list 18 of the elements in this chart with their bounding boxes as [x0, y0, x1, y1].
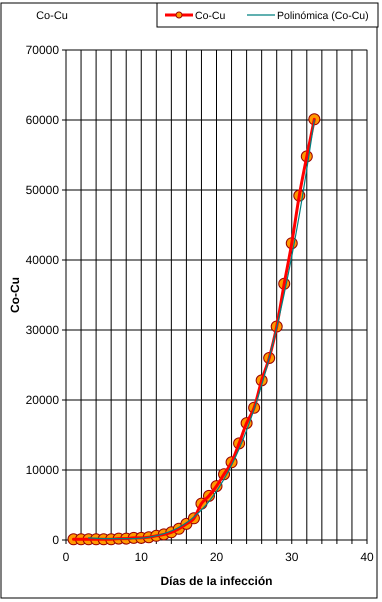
- y-tick-label: 50000: [26, 183, 60, 197]
- y-tick-label: 10000: [26, 463, 60, 477]
- y-tick-label: 40000: [26, 253, 60, 267]
- x-tick-label: 10: [134, 550, 148, 564]
- x-tick-label: 40: [360, 550, 374, 564]
- x-tick-label: 30: [285, 550, 299, 564]
- legend-label: Polinómica (Co-Cu): [277, 10, 369, 22]
- y-tick-label: 30000: [26, 323, 60, 337]
- x-axis-title: Días de la infección: [160, 574, 273, 588]
- legend-label: Co-Cu: [195, 10, 226, 22]
- y-tick-label: 60000: [26, 113, 60, 127]
- x-tick-label: 20: [210, 550, 224, 564]
- y-axis-title: Co-Cu: [8, 277, 22, 313]
- x-tick-label: 0: [62, 550, 70, 564]
- y-tick-label: 0: [52, 533, 60, 547]
- y-tick-label: 70000: [26, 43, 60, 57]
- chart-title: Co-Cu: [36, 10, 68, 22]
- y-tick-label: 20000: [26, 393, 60, 407]
